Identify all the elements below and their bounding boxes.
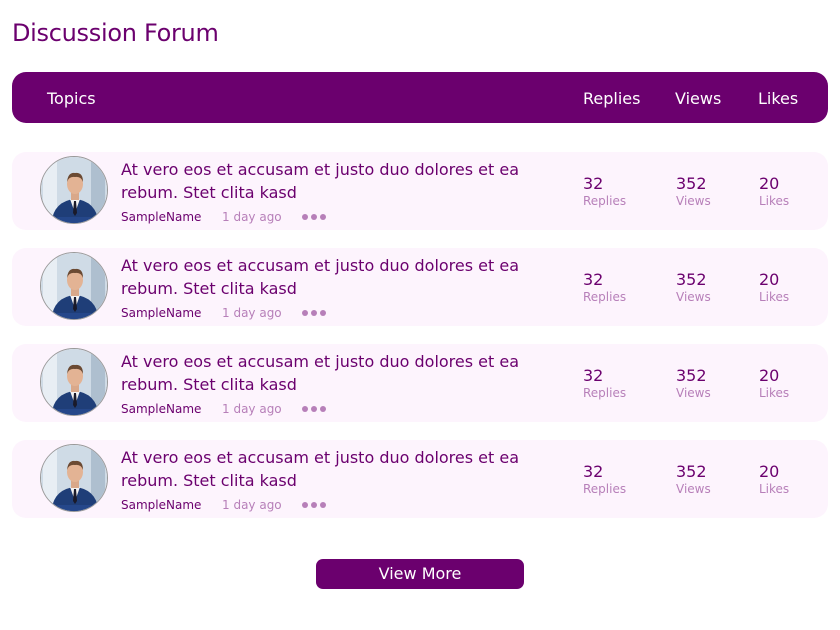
likes-label: Likes (759, 290, 790, 304)
author-name[interactable]: SampleName (121, 306, 202, 320)
avatar[interactable] (40, 156, 108, 224)
likes-count: 20 (759, 270, 780, 289)
likes-label: Likes (759, 194, 790, 208)
header-views: Views (675, 89, 722, 108)
replies-count: 32 (583, 462, 604, 481)
post-time: 1 day ago (222, 402, 282, 416)
replies-label: Replies (583, 194, 627, 208)
replies-stat: 32 Replies (583, 462, 626, 496)
author-name[interactable]: SampleName (121, 498, 202, 512)
likes-stat: 20 Likes (759, 366, 789, 400)
likes-count: 20 (759, 462, 780, 481)
views-label: Views (676, 482, 711, 496)
views-count: 352 (676, 270, 707, 289)
view-more-button[interactable]: View More (316, 559, 524, 589)
replies-count: 32 (583, 174, 604, 193)
views-stat: 352 Views (676, 270, 711, 304)
replies-count: 32 (583, 366, 604, 385)
replies-count: 32 (583, 270, 604, 289)
views-count: 352 (676, 174, 707, 193)
likes-label: Likes (759, 386, 790, 400)
replies-label: Replies (583, 386, 627, 400)
post-time: 1 day ago (222, 498, 282, 512)
header-replies: Replies (583, 89, 641, 108)
topic-title[interactable]: At vero eos et accusam et justo duo dolo… (121, 448, 520, 490)
replies-stat: 32 Replies (583, 270, 626, 304)
post-time: 1 day ago (222, 210, 282, 224)
forum-post-row[interactable]: At vero eos et accusam et justo duo dolo… (12, 248, 828, 326)
post-time: 1 day ago (222, 306, 282, 320)
avatar[interactable] (40, 444, 108, 512)
avatar[interactable] (40, 348, 108, 416)
likes-label: Likes (759, 482, 790, 496)
views-stat: 352 Views (676, 366, 711, 400)
views-count: 352 (676, 462, 707, 481)
page-title: Discussion Forum (12, 19, 219, 47)
more-options-icon[interactable] (302, 502, 326, 508)
replies-stat: 32 Replies (583, 174, 626, 208)
views-label: Views (676, 194, 711, 208)
author-name[interactable]: SampleName (121, 210, 202, 224)
topic-title[interactable]: At vero eos et accusam et justo duo dolo… (121, 256, 520, 298)
topic-title[interactable]: At vero eos et accusam et justo duo dolo… (121, 352, 520, 394)
likes-stat: 20 Likes (759, 462, 789, 496)
replies-label: Replies (583, 290, 627, 304)
forum-post-row[interactable]: At vero eos et accusam et justo duo dolo… (12, 152, 828, 230)
header-topics: Topics (47, 89, 96, 108)
forum-post-row[interactable]: At vero eos et accusam et justo duo dolo… (12, 344, 828, 422)
views-stat: 352 Views (676, 174, 711, 208)
likes-stat: 20 Likes (759, 174, 789, 208)
more-options-icon[interactable] (302, 310, 326, 316)
likes-count: 20 (759, 174, 780, 193)
replies-stat: 32 Replies (583, 366, 626, 400)
header-likes: Likes (758, 89, 799, 108)
avatar[interactable] (40, 252, 108, 320)
forum-post-row[interactable]: At vero eos et accusam et justo duo dolo… (12, 440, 828, 518)
views-stat: 352 Views (676, 462, 711, 496)
views-label: Views (676, 290, 711, 304)
likes-stat: 20 Likes (759, 270, 789, 304)
more-options-icon[interactable] (302, 406, 326, 412)
more-options-icon[interactable] (302, 214, 326, 220)
topic-title[interactable]: At vero eos et accusam et justo duo dolo… (121, 160, 520, 202)
author-name[interactable]: SampleName (121, 402, 202, 416)
views-count: 352 (676, 366, 707, 385)
replies-label: Replies (583, 482, 627, 496)
likes-count: 20 (759, 366, 780, 385)
views-label: Views (676, 386, 711, 400)
table-header: Topics Replies Views Likes (12, 72, 828, 123)
